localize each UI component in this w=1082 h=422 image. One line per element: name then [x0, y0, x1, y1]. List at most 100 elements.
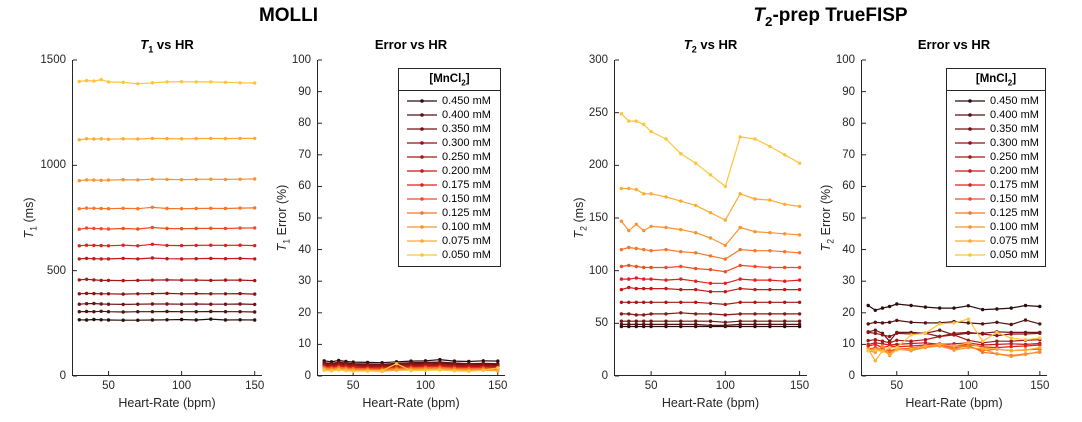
data-point-marker [708, 319, 713, 323]
data-point-marker [873, 359, 877, 363]
group-title-left-text: MOLLI [258, 5, 319, 26]
legend-mncl2-right: [MnCl2] 0.450 mM 0.400 mM 0.350 mM 0.300 mM… [946, 68, 1046, 267]
data-point-marker [106, 257, 111, 261]
legend-mncl2-left: [MnCl2] 0.450 mM 0.400 mM 0.350 mM 0.300 mM… [398, 68, 501, 267]
data-point-marker [1038, 322, 1042, 326]
legend-item-label: 0.200 mM [442, 165, 491, 178]
data-point-marker [1009, 332, 1013, 336]
data-point-marker [966, 341, 970, 345]
data-point-marker [84, 178, 89, 182]
data-point-marker [496, 359, 500, 363]
data-point-marker [209, 80, 213, 84]
x-tick-label: 50 [346, 380, 360, 392]
data-point-marker [649, 265, 653, 270]
data-point-marker [723, 257, 727, 261]
data-point-marker [253, 226, 257, 230]
data-point-marker [77, 257, 81, 261]
data-point-marker [895, 338, 899, 342]
data-point-marker [165, 278, 169, 282]
series-0-300-mM [619, 311, 802, 317]
data-point-marker [223, 310, 228, 314]
data-point-marker [873, 308, 877, 312]
y-tick-label: 60 [298, 180, 311, 193]
data-point-marker [150, 310, 155, 314]
data-point-marker [866, 330, 870, 335]
data-point-marker [365, 369, 370, 373]
data-point-marker [966, 338, 970, 342]
data-point-marker [887, 345, 892, 350]
data-point-marker [619, 219, 624, 223]
data-point-marker [708, 312, 713, 316]
data-point-marker [77, 179, 81, 183]
series-0-400-mM [77, 309, 257, 314]
legend-title-post: ] [1012, 73, 1017, 85]
data-point-marker [179, 80, 184, 84]
series-0-350-mM [619, 319, 802, 324]
data-point-marker [165, 257, 169, 261]
legend-item-label: 0.100 mM [442, 221, 491, 233]
data-point-marker [995, 320, 999, 324]
data-point-marker [649, 249, 653, 253]
legend-item: 0.450 mM [407, 95, 496, 107]
group-title-molli: MOLLI [72, 5, 505, 29]
data-point-marker [1023, 348, 1028, 352]
data-point-marker [797, 204, 802, 209]
data-point-marker [179, 137, 184, 141]
data-point-marker [209, 136, 213, 141]
data-point-marker [619, 287, 624, 292]
data-point-marker [642, 277, 646, 281]
data-point-marker [708, 301, 713, 305]
data-point-marker [194, 291, 198, 296]
legend-swatch-marker [420, 99, 424, 104]
data-point-marker [1009, 306, 1013, 310]
series-0-100-mM [619, 219, 802, 248]
data-point-marker [866, 338, 870, 343]
y-tick-label: 20 [298, 306, 311, 319]
y-tick-label: 100 [835, 54, 855, 66]
legend-item: 0.400 mM [407, 109, 496, 121]
data-point-marker [106, 278, 111, 283]
data-point-marker [768, 319, 772, 323]
data-point-marker [995, 333, 999, 338]
y-tick-label: 500 [46, 264, 66, 277]
data-point-marker [708, 236, 713, 240]
legend-swatch-marker [968, 99, 972, 104]
data-point-marker [866, 349, 870, 353]
data-point-marker [708, 267, 713, 272]
data-point-marker [694, 300, 698, 304]
data-point-marker [634, 222, 638, 226]
data-point-marker [179, 292, 184, 296]
legend-item: 0.150 mM [955, 193, 1041, 205]
data-point-marker [92, 79, 96, 83]
legend-line-swatch [407, 211, 437, 215]
legend-item-label: 0.400 mM [990, 109, 1039, 122]
data-point-marker [209, 309, 213, 314]
data-point-marker [753, 264, 757, 269]
data-point-marker [106, 80, 111, 84]
data-point-marker [738, 263, 742, 268]
data-point-marker [150, 177, 155, 181]
y-tick-label: 20 [842, 306, 855, 319]
data-point-marker [738, 322, 742, 327]
data-point-marker [664, 195, 668, 199]
data-point-marker [99, 178, 103, 182]
data-point-marker [165, 226, 169, 231]
legend-item: 0.350 mM [955, 123, 1041, 135]
data-point-marker [627, 300, 631, 304]
data-point-marker [619, 186, 624, 191]
data-point-marker [679, 199, 683, 203]
plot-title-text: Error vs HR [917, 37, 991, 52]
data-point-marker [77, 318, 81, 322]
data-point-marker [253, 310, 257, 314]
y-tick-label: 50 [298, 212, 311, 224]
data-point-marker [99, 227, 103, 231]
data-point-marker [106, 207, 111, 211]
data-point-marker [150, 318, 155, 322]
data-point-marker [664, 265, 668, 270]
data-point-marker [136, 278, 140, 283]
data-point-marker [106, 178, 111, 182]
series-0-150-mM [77, 225, 257, 231]
data-point-marker [165, 318, 169, 322]
data-point-marker [394, 362, 399, 366]
data-point-marker [768, 249, 772, 253]
